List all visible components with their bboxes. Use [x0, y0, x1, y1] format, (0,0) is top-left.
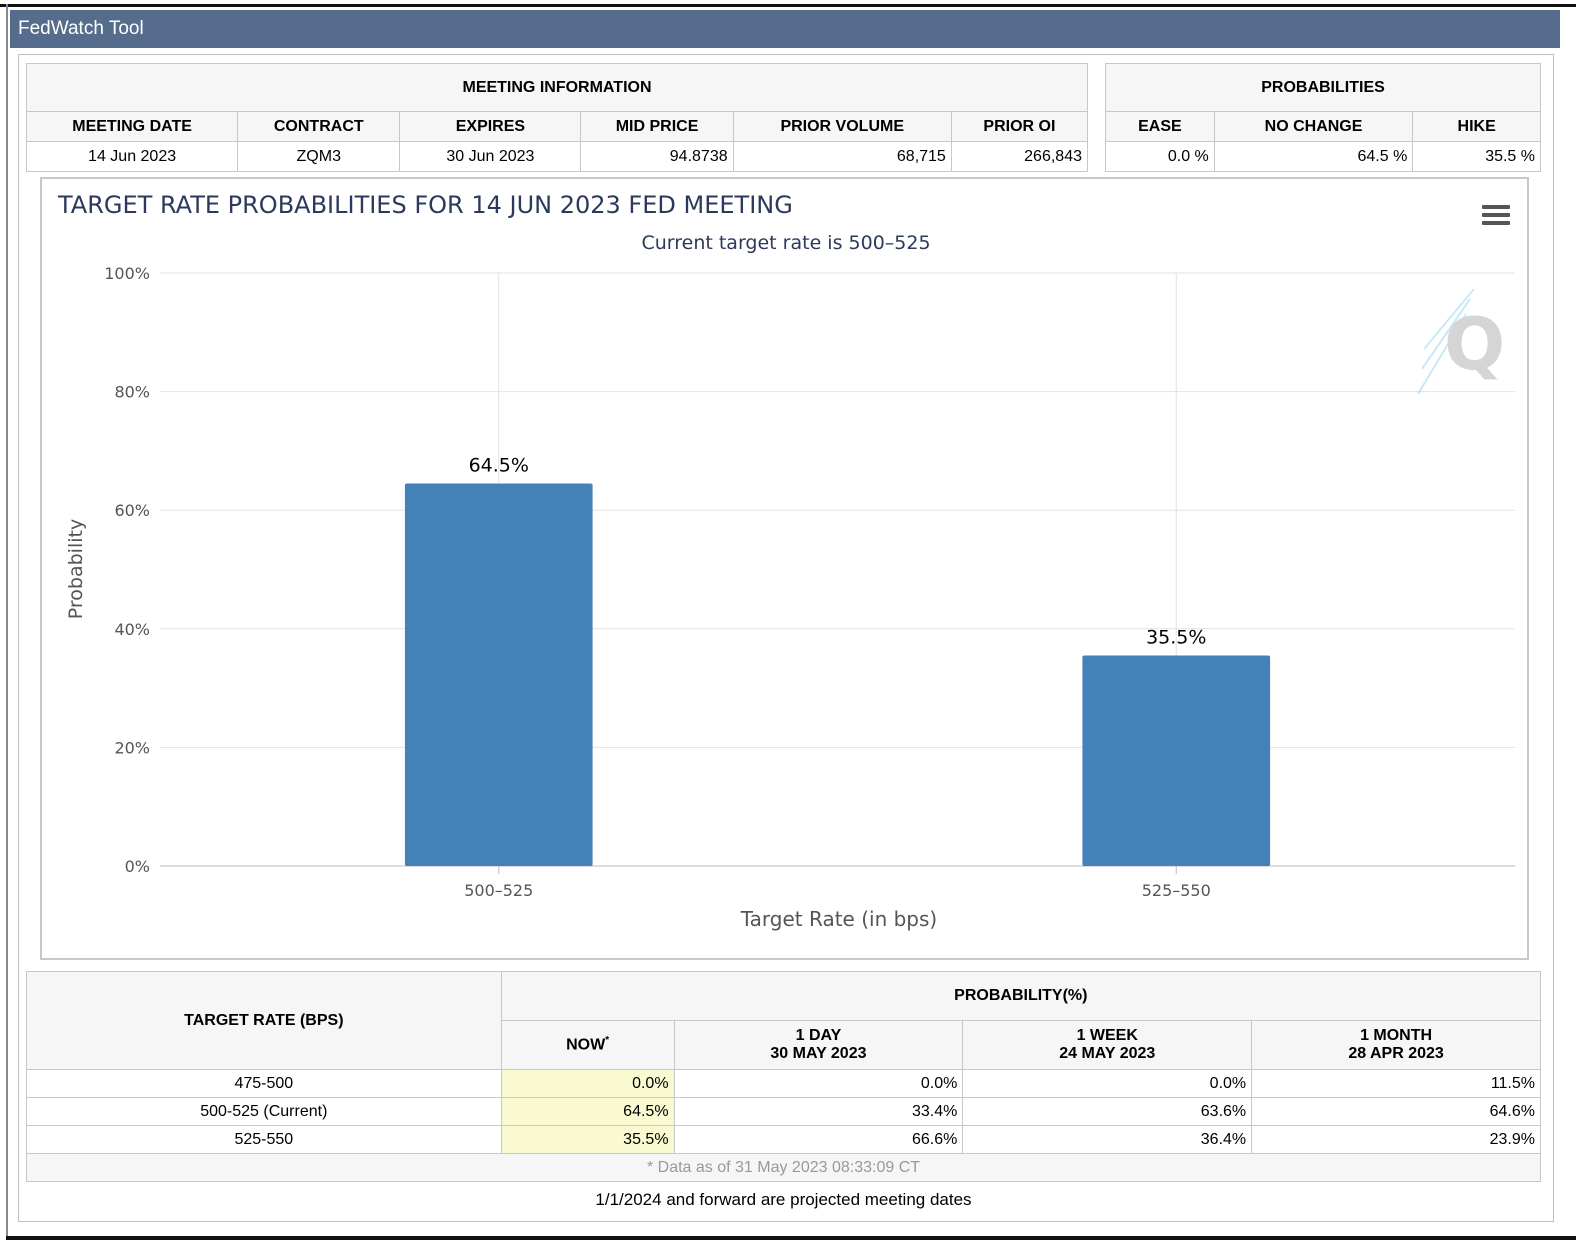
- target-rate-cell: 525-550: [26, 1125, 502, 1154]
- target-rate-cell: 475-500: [26, 1069, 502, 1098]
- expires-value: 30 Jun 2023: [399, 141, 582, 172]
- ease-value: 0.0 %: [1105, 141, 1215, 172]
- one-day-column-header: 1 DAY 30 MAY 2023: [673, 1020, 964, 1070]
- no-change-header: NO CHANGE: [1213, 111, 1414, 142]
- one-day-cell: 66.6%: [673, 1125, 964, 1154]
- hamburger-menu-icon[interactable]: [1482, 205, 1510, 227]
- bar-data-label: 64.5%: [469, 455, 529, 477]
- y-tick-label: 40%: [114, 620, 150, 639]
- x-tick-label: 525–550: [1142, 881, 1211, 900]
- now-cell: 64.5%: [500, 1097, 675, 1126]
- chart-gridlines: [160, 272, 1515, 867]
- data-timestamp-footnote: * Data as of 31 May 2023 08:33:09 CT: [26, 1153, 1541, 1182]
- now-cell: 0.0%: [500, 1069, 675, 1098]
- one-month-cell: 11.5%: [1251, 1069, 1541, 1098]
- one-week-column-header: 1 WEEK 24 MAY 2023: [962, 1020, 1253, 1070]
- one-week-cell: 36.4%: [962, 1125, 1253, 1154]
- chart-subtitle: Current target rate is 500–525: [641, 232, 930, 254]
- chart-container: TARGET RATE PROBABILITIES FOR 14 JUN 202…: [40, 177, 1529, 960]
- x-axis-label: Target Rate (in bps): [740, 907, 937, 931]
- one-day-cell: 33.4%: [673, 1097, 964, 1126]
- one-month-cell: 64.6%: [1251, 1097, 1541, 1126]
- chart-bars: [404, 483, 1271, 866]
- svg-text:Q: Q: [1444, 302, 1505, 386]
- frame-bottom-border: [6, 1236, 1576, 1240]
- bar-data-label: 35.5%: [1146, 626, 1206, 648]
- prior-volume-header: PRIOR VOLUME: [732, 111, 952, 142]
- frame-left-border: [6, 4, 8, 1240]
- meeting-date-value: 14 Jun 2023: [25, 141, 239, 172]
- y-axis-ticks: 0% 20% 40% 60% 80% 100%: [104, 264, 150, 876]
- prior-oi-header: PRIOR OI: [950, 111, 1089, 142]
- expires-header: EXPIRES: [399, 111, 582, 142]
- probabilities-title: PROBABILITIES: [1105, 63, 1541, 112]
- y-tick-label: 100%: [104, 264, 150, 283]
- target-rate-chart: TARGET RATE PROBABILITIES FOR 14 JUN 202…: [57, 191, 1515, 931]
- y-tick-label: 60%: [114, 501, 150, 520]
- window-title: FedWatch Tool: [10, 10, 1560, 48]
- chart-bar: [1082, 655, 1271, 866]
- prior-volume-value: 68,715: [732, 141, 952, 172]
- meeting-information-title: MEETING INFORMATION: [26, 63, 1088, 112]
- chart-bar: [404, 483, 593, 866]
- target-rate-cell: 500-525 (Current): [26, 1097, 502, 1126]
- table-row: 525-550 35.5% 66.6% 36.4% 23.9%: [26, 1125, 1541, 1154]
- one-week-cell: 63.6%: [962, 1097, 1253, 1126]
- hike-value: 35.5 %: [1412, 141, 1541, 172]
- target-rate-header: TARGET RATE (BPS): [26, 971, 502, 1070]
- y-tick-label: 0%: [125, 857, 150, 876]
- y-tick-label: 20%: [114, 738, 150, 757]
- now-cell: 35.5%: [500, 1125, 675, 1154]
- meeting-information-table: MEETING INFORMATION MEETING DATE CONTRAC…: [25, 63, 1089, 172]
- x-tick-label: 500–525: [464, 881, 533, 900]
- chart-data-labels: 64.5% 35.5%: [469, 455, 1207, 649]
- probabilities-table: PROBABILITIES EASE NO CHANGE HIKE 0.0 % …: [1105, 63, 1541, 172]
- y-axis-label: Probability: [65, 519, 87, 619]
- chart-title: TARGET RATE PROBABILITIES FOR 14 JUN 202…: [57, 191, 793, 219]
- no-change-value: 64.5 %: [1213, 141, 1414, 172]
- x-axis-ticks: 500–525 525–550: [464, 866, 1211, 900]
- one-month-cell: 23.9%: [1251, 1125, 1541, 1154]
- now-column-header: NOW*: [500, 1020, 675, 1070]
- mid-price-value: 94.8738: [580, 141, 734, 172]
- one-week-cell: 0.0%: [962, 1069, 1253, 1098]
- projected-dates-note: 1/1/2024 and forward are projected meeti…: [595, 1190, 972, 1209]
- probability-history-table: TARGET RATE (BPS) PROBABILITY(%) NOW* 1 …: [26, 971, 1542, 1182]
- one-day-cell: 0.0%: [673, 1069, 964, 1098]
- ease-header: EASE: [1105, 111, 1215, 142]
- y-tick-label: 80%: [114, 383, 150, 402]
- meeting-date-header: MEETING DATE: [25, 111, 239, 142]
- contract-value: ZQM3: [237, 141, 401, 172]
- table-row: 500-525 (Current) 64.5% 33.4% 63.6% 64.6…: [26, 1097, 1541, 1126]
- probability-header: PROBABILITY(%): [500, 971, 1542, 1021]
- hike-header: HIKE: [1412, 111, 1541, 142]
- mid-price-header: MID PRICE: [580, 111, 734, 142]
- one-month-column-header: 1 MONTH 28 APR 2023: [1251, 1020, 1541, 1070]
- table-row: 475-500 0.0% 0.0% 0.0% 11.5%: [26, 1069, 1541, 1098]
- frame-top-border: [0, 4, 1576, 7]
- cme-q-logo-watermark: Q: [1417, 288, 1505, 395]
- contract-header: CONTRACT: [237, 111, 401, 142]
- prior-oi-value: 266,843: [950, 141, 1089, 172]
